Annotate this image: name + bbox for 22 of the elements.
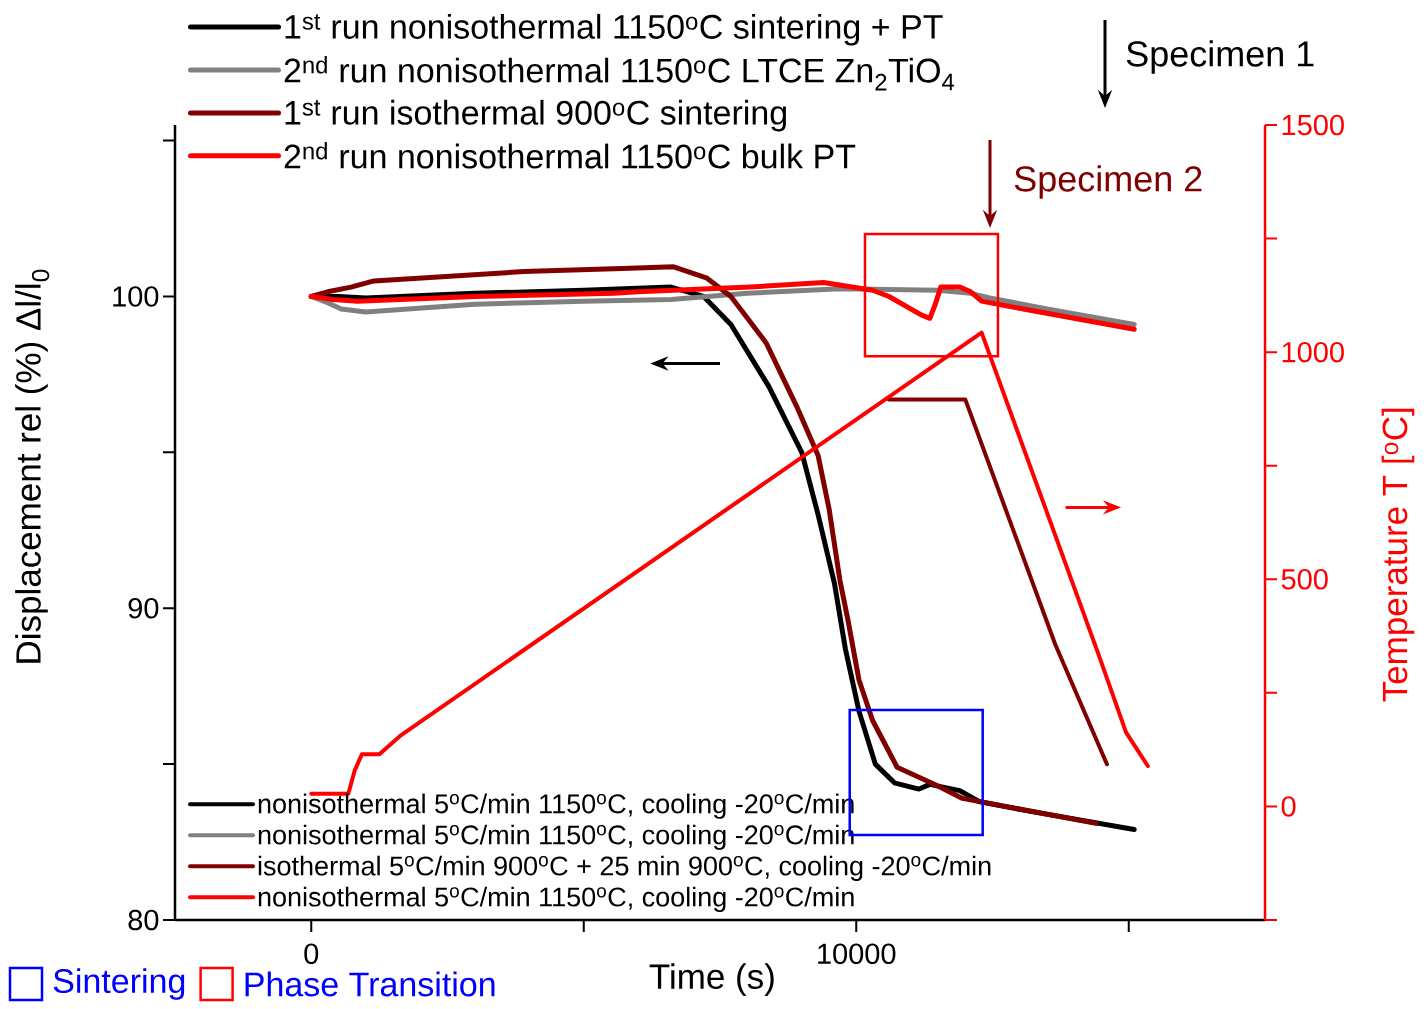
legend-label: 2$^{nd}$ run nonisothermal 1150$^{o}$C LTCE Zn$_{2}$TiO$_{4}$ [284, 56, 955, 91]
text: isothermal 5$^{o}$C/min 900$^{o}$C + 25 min 900$^{o}$C, cooling -20$^{o}$C/min [258, 855, 991, 881]
text: Specimen 1 [1126, 40, 1314, 74]
x-tick-label: 10000 [818, 943, 896, 965]
y-tick-label: 100 [113, 286, 159, 307]
y-tick-label: 80 [128, 909, 159, 931]
y-tick-label: 90 [128, 597, 159, 619]
y2-axis-title: Temperature T [$^{o}$C] [1381, 408, 1415, 702]
y2-tick-label: 1000 [1282, 341, 1344, 363]
y2-tick-label: 1500 [1282, 114, 1344, 136]
legend-label: nonisothermal 5$^{o}$C/min 1150$^{o}$C, cooling -20$^{o}$C/min [258, 886, 854, 912]
y2-tick-label: 0 [1281, 796, 1296, 817]
text: Sintering [53, 968, 185, 1000]
x-axis-title: Time (s) [649, 963, 774, 996]
text: Phase Transition [245, 971, 495, 997]
legend-label: 1$^{st}$ run isothermal 900$^{o}$C sintering [285, 99, 786, 132]
legend-label: 1$^{st}$ run nonisothermal 1150$^{o}$C sintering + PT [285, 13, 943, 46]
y-axis-title: Displacement rel (%) Δl/l$_{0}$ [15, 269, 50, 663]
annotation: Specimen 2 [1014, 165, 1202, 199]
y2-tick-label: 500 [1281, 569, 1328, 590]
legend-label: nonisothermal 5$^{o}$C/min 1150$^{o}$C, cooling -20$^{o}$C/min [258, 824, 854, 850]
legend-label: 2$^{nd}$ run nonisothermal 1150$^{o}$C bulk PT [284, 141, 856, 169]
